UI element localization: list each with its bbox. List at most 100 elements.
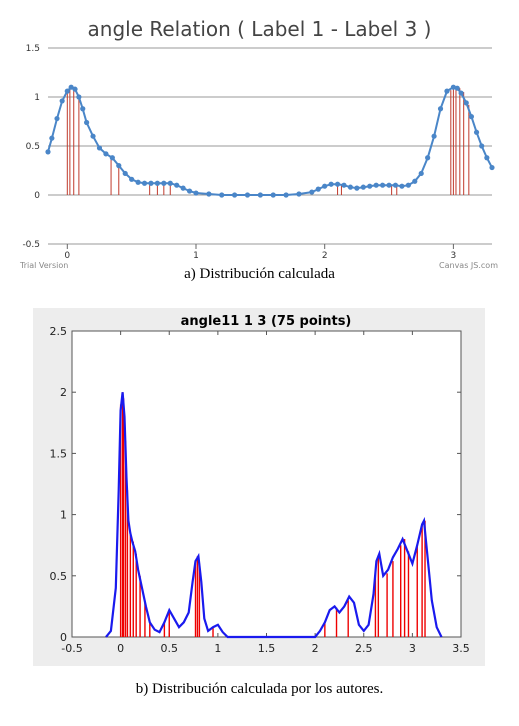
chart-a-point [458,90,464,96]
chart-a-point [425,155,431,161]
chart-a-point [328,181,334,187]
chart-a-point [161,180,167,186]
chart-a-point [360,184,366,190]
chart-a-point [206,191,212,197]
chart-b-xtick-label: 2 [312,642,319,655]
chart-b-xtick-label: 3.5 [452,642,470,655]
chart-a-point [72,86,78,92]
chart-a-point [412,178,418,184]
chart-a-point [454,85,460,91]
chart-a-point [380,182,386,188]
chart-a-point [399,183,405,189]
chart-a-point [219,192,225,198]
chart-a-point [109,155,115,161]
chart-b-yticks: 0 0.5 1 1.5 2 2.5 [50,325,461,644]
chart-b-title: angle11 1 3 (75 points) [181,314,352,329]
chart-a-point [122,170,128,177]
chart-a-point [186,188,193,194]
chart-b-xtick-label: 2.5 [355,642,373,655]
chart-a-point [347,184,354,190]
watermark-right: Canvas JS.com [439,261,498,270]
chart-b-line [105,392,443,639]
chart-a-point [468,114,475,120]
chart-a-point [232,192,238,198]
caption-a: a) Distribución calculada [184,266,335,282]
chart-a-ytick-label: 0 [34,191,40,201]
chart-a-point [489,164,495,171]
chart-a-point [322,183,328,189]
chart-a-point [154,180,160,186]
chart-a-ytick-label: 0.5 [26,142,40,152]
chart-a-point [84,119,90,126]
chart-a-point [473,129,480,135]
chart-a-panel: angle Relation ( Label 1 - Label 3 ) -0.… [0,0,519,290]
chart-a-line [47,85,493,196]
chart-a-point [148,180,154,186]
chart-a: angle Relation ( Label 1 - Label 3 ) -0.… [19,17,498,270]
chart-a-point [59,98,65,104]
chart-b-xtick-label: 1 [214,642,221,655]
chart-a-point [367,183,373,189]
chart-a-point [484,155,490,161]
chart-a-point [309,189,315,195]
chart-a-point [167,180,173,186]
chart-b: angle11 1 3 (75 points) 0 0.5 1 1.5 2 2.5 -0.… [33,308,485,666]
chart-a-point [444,88,450,94]
chart-a-point [431,133,437,139]
chart-a-xtick-label: 2 [322,251,328,261]
chart-a-ytick-label: 1 [34,93,40,103]
chart-a-markers [45,84,495,198]
chart-a-ytick-label: 1.5 [26,44,40,54]
chart-a-point [135,179,141,185]
chart-a-point [90,133,96,139]
chart-a-point [418,170,424,177]
chart-a-point [180,185,186,191]
chart-a-point [116,163,122,169]
chart-b-xtick-label: 0.5 [161,642,179,655]
chart-a-point [270,192,276,198]
chart-a-point [80,106,86,112]
chart-b-panel: angle11 1 3 (75 points) 0 0.5 1 1.5 2 2.5 -0.… [0,298,519,721]
chart-a-xticks: 0 1 2 3 [64,244,456,261]
chart-a-point [64,88,70,94]
chart-a-point [334,181,341,187]
chart-a-point [68,84,74,90]
chart-b-ytick-label: 0.5 [50,570,68,583]
chart-b-xtick-label: 1.5 [258,642,276,655]
chart-a-point [283,192,289,198]
chart-a-point [392,182,399,188]
chart-a-xtick-label: 1 [193,251,199,261]
chart-a-point [354,185,360,191]
chart-a-point [386,182,392,188]
caption-b: b) Distribución calculada por los autore… [135,681,384,697]
chart-a-point [54,115,60,122]
chart-a-point [373,182,379,188]
chart-a-point [341,182,347,188]
chart-a-point [437,106,444,112]
chart-a-ytick-label: -0.5 [22,240,40,250]
chart-a-xtick-label: 3 [451,251,457,261]
chart-a-title: angle Relation ( Label 1 - Label 3 ) [88,17,432,41]
chart-a-point [103,151,109,157]
chart-b-ytick-label: 1.5 [50,447,68,460]
chart-b-xtick-label: 0 [117,642,124,655]
chart-b-ytick-label: 1 [60,509,67,522]
chart-a-point [174,182,180,188]
chart-a-point [141,180,148,186]
chart-a-point [315,186,321,192]
chart-a-point [49,135,55,141]
chart-a-point [129,176,135,182]
chart-a-yticks: -0.5 0 0.5 1 1.5 [22,44,40,250]
chart-a-point [257,192,263,198]
chart-b-xtick-label: 3 [409,642,416,655]
chart-a-point [193,190,199,196]
chart-b-ytick-label: 0 [60,631,67,644]
chart-a-point [405,182,411,188]
chart-a-point [479,143,485,149]
chart-a-point [244,192,251,198]
chart-a-point [96,145,103,151]
chart-a-grid [48,47,492,245]
chart-a-point [45,149,51,155]
chart-b-xticks: -0.5 0 0.5 1 1.5 2 2.5 3 3.5 [61,331,470,655]
chart-b-xtick-label: -0.5 [61,642,82,655]
